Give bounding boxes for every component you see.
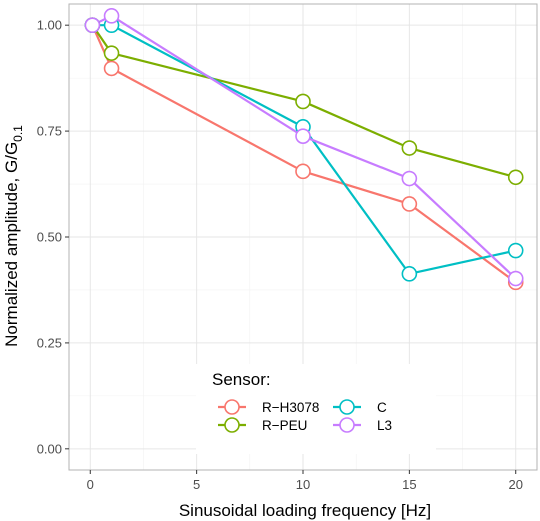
data-point: [507, 270, 524, 287]
legend-label: R−H3078: [262, 400, 319, 415]
legend-key-marker: [339, 399, 355, 415]
x-tick-label: 0: [87, 477, 94, 492]
data-point: [295, 163, 311, 180]
y-tick-label: 0.75: [37, 124, 62, 139]
data-point: [103, 60, 120, 77]
data-point: [507, 242, 524, 259]
x-tick-label: 15: [402, 477, 416, 492]
data-point: [401, 196, 418, 212]
y-tick-label: 0.50: [37, 230, 62, 245]
data-point: [84, 17, 101, 33]
y-axis-title-main: Normalized amplitude, G/G: [2, 142, 21, 347]
data-point: [507, 169, 524, 186]
data-point: [103, 8, 120, 24]
legend-title: Sensor:: [212, 370, 271, 389]
legend-label: L3: [377, 418, 392, 433]
data-point: [103, 45, 120, 61]
legend-key-marker: [224, 399, 240, 415]
y-tick-label: 0.25: [37, 335, 62, 350]
data-point: [401, 170, 418, 187]
y-tick-label: 0.00: [37, 441, 62, 456]
x-tick-label: 20: [508, 477, 522, 492]
x-tick-label: 10: [296, 477, 310, 492]
data-point: [401, 140, 418, 156]
legend-label: R−PEU: [262, 418, 307, 433]
x-axis-title: Sinusoidal loading frequency [Hz]: [179, 501, 431, 520]
data-point: [401, 266, 418, 282]
legend-key-marker: [339, 417, 355, 433]
x-tick-label: 5: [193, 477, 200, 492]
y-axis-title: Normalized amplitude, G/G0.1: [2, 125, 25, 347]
y-tick-label: 1.00: [37, 18, 62, 33]
data-point: [295, 93, 311, 110]
legend-key-marker: [224, 417, 240, 433]
data-point: [295, 128, 311, 144]
y-axis-title-subscript: 0.1: [11, 125, 25, 142]
legend-label: C: [377, 400, 387, 415]
